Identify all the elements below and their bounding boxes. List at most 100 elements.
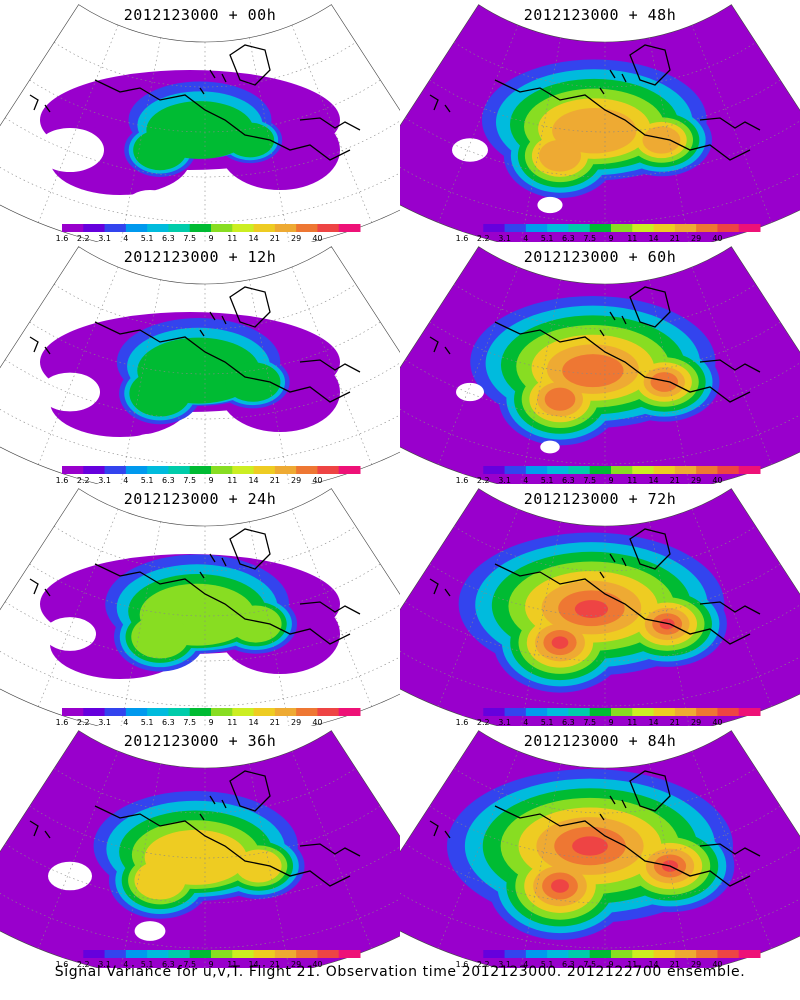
colorbar-swatch [504, 950, 527, 958]
panel-title: 2012123000 + 72h [523, 490, 677, 508]
colorbar-label: 21 [270, 234, 280, 242]
colorbar-swatch [504, 466, 527, 474]
colorbar-swatch [104, 708, 127, 716]
colorbar-label: 5.1 [541, 234, 554, 242]
colorbar-swatch [232, 224, 255, 232]
colorbar-label: 3.1 [498, 476, 511, 484]
colorbar-label: 2.2 [77, 718, 90, 726]
colorbar-label: 14 [648, 718, 658, 726]
colorbar-swatch [232, 950, 255, 958]
colorbar-label: 4 [523, 234, 528, 242]
colorbar-label: 14 [248, 718, 258, 726]
colorbar-swatch [483, 466, 506, 474]
colorbar-label: 29 [691, 476, 701, 484]
map-panel: 2012123000 + 84h 1.6 2.2 3.1 4 5.1 6.3 7.5 9 11 14… [400, 726, 800, 968]
colorbar-label: 11 [627, 234, 637, 242]
colorbar-swatch [696, 466, 718, 474]
colorbar-swatch [211, 224, 233, 232]
colorbar-swatch [738, 950, 761, 958]
colorbar-label: 7.5 [183, 476, 196, 484]
colorbar-label: 6.3 [562, 718, 575, 726]
colorbar-label: 5.1 [541, 718, 554, 726]
map-panel: 2012123000 + 12h 1.6 2.2 3.1 4 5.1 6.3 7.5 9 11 14… [0, 242, 400, 484]
colorbar-label: 1.6 [456, 960, 469, 968]
variance-map: 1.6 2.2 3.1 4 5.1 6.3 7.5 9 11 14 21 29 40 [0, 730, 400, 968]
colorbar-swatch [147, 466, 169, 474]
colorbar-label: 6.3 [562, 476, 575, 484]
colorbar-swatch [317, 224, 340, 232]
colorbar-swatch [504, 224, 527, 232]
colorbar-swatch [589, 708, 612, 716]
colorbar-swatch [83, 224, 106, 232]
variance-map: 1.6 2.2 3.1 4 5.1 6.3 7.5 9 11 14 21 29 40 [400, 4, 800, 242]
colorbar-swatch [483, 224, 506, 232]
colorbar-swatch [274, 466, 297, 474]
colorbar [62, 466, 361, 474]
colorbar-swatch [547, 224, 569, 232]
colorbar-swatch [296, 224, 318, 232]
colorbar-label: 40 [712, 234, 722, 242]
colorbar-label: 4 [523, 476, 528, 484]
colorbar-label: 7.5 [183, 960, 196, 968]
variance-map: 1.6 2.2 3.1 4 5.1 6.3 7.5 9 11 14 21 29 40 [0, 488, 400, 726]
colorbar-swatch [317, 950, 340, 958]
colorbar-label: 2.2 [477, 960, 490, 968]
colorbar-label: 7.5 [583, 960, 596, 968]
colorbar-label: 40 [712, 718, 722, 726]
colorbar-swatch [253, 708, 276, 716]
colorbar-swatch [674, 224, 697, 232]
colorbar-swatch [611, 224, 633, 232]
colorbar-label: 11 [227, 476, 237, 484]
variance-map: 1.6 2.2 3.1 4 5.1 6.3 7.5 9 11 14 21 29 40 [400, 488, 800, 726]
colorbar-label: 4 [523, 718, 528, 726]
figure-caption: Signal Variance for u,v,T. Flight 21. Ob… [54, 964, 746, 980]
colorbar-swatch [611, 950, 633, 958]
map-panel: 2012123000 + 00h 1.6 2.2 3.1 4 5.1 6.3 7.5 9 11 14… [0, 0, 400, 242]
colorbar-label: 2.2 [77, 960, 90, 968]
colorbar-swatch [632, 466, 655, 474]
colorbar-label: 1.6 [56, 718, 69, 726]
colorbar-swatch [611, 708, 633, 716]
colorbar-swatch [568, 224, 591, 232]
colorbar-label: 3.1 [498, 960, 511, 968]
colorbar-label: 5.1 [141, 234, 154, 242]
colorbar-label: 14 [648, 234, 658, 242]
panel-title: 2012123000 + 84h [523, 732, 677, 750]
colorbar-label: 40 [312, 234, 322, 242]
colorbar [462, 466, 761, 474]
colorbar-label: 40 [712, 960, 722, 968]
colorbar-label: 6.3 [162, 476, 175, 484]
colorbar-label: 1.6 [456, 718, 469, 726]
colorbar-label: 3.1 [98, 234, 111, 242]
colorbar-label: 2.2 [477, 234, 490, 242]
colorbar-swatch [653, 466, 676, 474]
colorbar-label: 40 [712, 476, 722, 484]
colorbar-label: 2.2 [477, 718, 490, 726]
colorbar-label: 9 [608, 476, 613, 484]
colorbar-label: 9 [608, 234, 613, 242]
colorbar-swatch [717, 224, 740, 232]
colorbar-label: 4 [123, 718, 128, 726]
colorbar-swatch [696, 950, 718, 958]
colorbar-label: 14 [248, 234, 258, 242]
colorbar-swatch [525, 708, 548, 716]
colorbar-swatch [547, 708, 569, 716]
colorbar-swatch [83, 708, 106, 716]
colorbar-swatch [589, 466, 612, 474]
colorbar-label: 6.3 [162, 234, 175, 242]
colorbar-swatch [568, 708, 591, 716]
colorbar-label: 1.6 [56, 476, 69, 484]
colorbar-label: 21 [670, 960, 680, 968]
colorbar-swatch [253, 224, 276, 232]
colorbar-label: 6.3 [162, 718, 175, 726]
colorbar-label: 2.2 [77, 476, 90, 484]
colorbar-label: 4 [123, 960, 128, 968]
colorbar-label: 21 [670, 476, 680, 484]
colorbar [62, 708, 361, 716]
colorbar-swatch [168, 466, 191, 474]
colorbar-label: 29 [291, 476, 301, 484]
colorbar-swatch [125, 224, 148, 232]
colorbar-label: 21 [670, 234, 680, 242]
colorbar-swatch [525, 224, 548, 232]
colorbar-label: 5.1 [541, 960, 554, 968]
